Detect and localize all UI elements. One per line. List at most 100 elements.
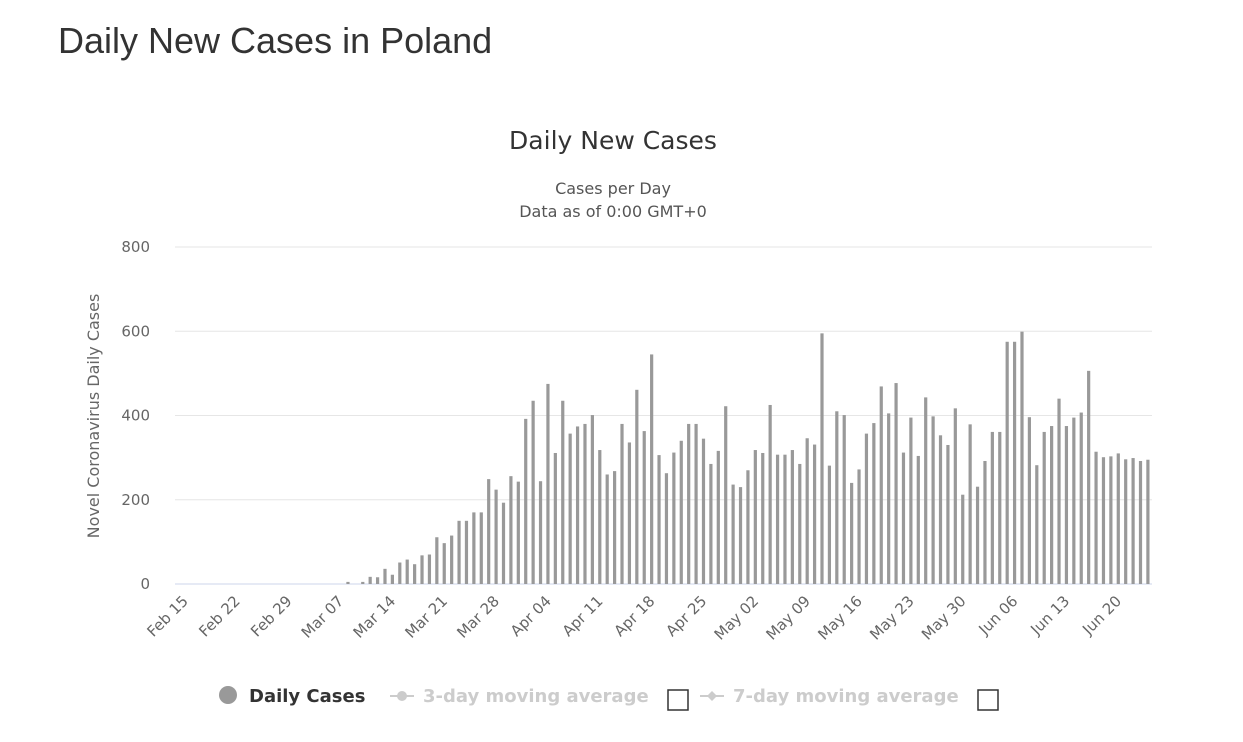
bar-apr-19[interactable] — [657, 455, 661, 584]
bar-mar-14[interactable] — [390, 574, 394, 584]
bar-jun-20[interactable] — [1116, 453, 1120, 584]
bar-apr-16[interactable] — [635, 389, 639, 584]
bar-may-27[interactable] — [938, 435, 943, 584]
bar-mar-15[interactable] — [398, 562, 402, 584]
bar-apr-22[interactable] — [679, 440, 683, 584]
bar-apr-27[interactable] — [716, 450, 720, 584]
bar-apr-06[interactable] — [561, 400, 565, 584]
bar-mar-13[interactable] — [383, 568, 387, 584]
bar-apr-07[interactable] — [568, 433, 572, 584]
bar-apr-30[interactable] — [738, 487, 743, 584]
bar-may-17[interactable] — [864, 433, 869, 584]
bar-jun-04[interactable] — [998, 431, 1002, 584]
bar-mar-20[interactable] — [435, 537, 439, 584]
bar-apr-04[interactable] — [546, 383, 550, 584]
bar-may-14[interactable] — [842, 415, 846, 584]
legend-item-daily-cases[interactable]: Daily Cases — [219, 686, 365, 707]
bar-may-08[interactable] — [798, 463, 802, 584]
bar-mar-16[interactable] — [405, 559, 409, 584]
bar-mar-19[interactable] — [427, 554, 432, 584]
bar-jun-05[interactable] — [1005, 341, 1009, 584]
bar-apr-25[interactable] — [701, 438, 706, 584]
bar-mar-30[interactable] — [509, 476, 513, 584]
bar-may-11[interactable] — [820, 333, 824, 584]
bar-apr-05[interactable] — [553, 452, 557, 584]
bar-mar-08[interactable] — [346, 581, 350, 584]
bar-may-20[interactable] — [887, 413, 891, 584]
bar-may-16[interactable] — [857, 469, 861, 584]
bar-mar-27[interactable] — [487, 479, 491, 584]
bar-may-19[interactable] — [879, 386, 883, 584]
bar-apr-02[interactable] — [531, 400, 535, 584]
bar-apr-24[interactable] — [694, 423, 698, 584]
bar-jun-23[interactable] — [1138, 460, 1143, 584]
bar-apr-01[interactable] — [524, 418, 528, 584]
bar-may-30[interactable] — [961, 494, 965, 584]
bar-apr-18[interactable] — [650, 354, 654, 584]
bar-apr-21[interactable] — [672, 452, 676, 584]
bar-jun-24[interactable] — [1146, 459, 1150, 584]
bar-jun-01[interactable] — [975, 486, 980, 584]
bar-mar-23[interactable] — [457, 520, 461, 584]
bar-jun-10[interactable] — [1042, 431, 1046, 584]
bar-mar-11[interactable] — [368, 576, 372, 584]
bar-jun-17[interactable] — [1094, 451, 1098, 584]
bar-mar-29[interactable] — [501, 502, 506, 584]
bar-may-18[interactable] — [872, 423, 876, 584]
bar-apr-17[interactable] — [642, 431, 646, 584]
bar-may-25[interactable] — [924, 397, 928, 584]
bar-jun-09[interactable] — [1035, 465, 1039, 584]
bar-may-31[interactable] — [968, 424, 972, 584]
bar-may-09[interactable] — [805, 438, 809, 584]
bar-apr-13[interactable] — [613, 471, 617, 584]
bar-may-13[interactable] — [835, 411, 839, 584]
bar-jun-13[interactable] — [1064, 426, 1069, 584]
bar-apr-14[interactable] — [620, 423, 624, 584]
bar-may-06[interactable] — [783, 454, 787, 584]
checkbox-7-day-average[interactable] — [977, 689, 999, 711]
bar-mar-18[interactable] — [420, 555, 424, 584]
bar-may-12[interactable] — [827, 465, 832, 584]
bar-may-05[interactable] — [775, 454, 780, 584]
bar-jun-07[interactable] — [1020, 331, 1024, 584]
bar-mar-28[interactable] — [494, 489, 498, 584]
bar-jun-19[interactable] — [1109, 456, 1113, 584]
legend-item-3-day-average[interactable]: 3-day moving average — [390, 686, 649, 707]
bar-apr-12[interactable] — [605, 474, 609, 584]
bar-apr-15[interactable] — [627, 442, 632, 584]
checkbox-3-day-average[interactable] — [667, 689, 689, 711]
bar-jun-12[interactable] — [1057, 398, 1061, 584]
bar-may-26[interactable] — [931, 416, 935, 584]
bar-jun-03[interactable] — [990, 431, 994, 584]
bar-mar-31[interactable] — [516, 481, 520, 584]
bar-apr-10[interactable] — [590, 415, 594, 584]
bar-mar-25[interactable] — [472, 512, 476, 584]
bar-apr-08[interactable] — [575, 426, 580, 584]
legend-item-7-day-average[interactable]: 7-day moving average — [700, 686, 959, 707]
bar-jun-16[interactable] — [1087, 370, 1091, 584]
bar-may-07[interactable] — [790, 450, 794, 584]
bar-apr-28[interactable] — [724, 406, 728, 584]
bar-mar-10[interactable] — [361, 581, 365, 584]
bar-jun-18[interactable] — [1101, 457, 1106, 584]
bar-may-29[interactable] — [953, 408, 957, 584]
bar-jun-08[interactable] — [1027, 417, 1031, 584]
bar-may-10[interactable] — [812, 444, 817, 584]
bar-may-15[interactable] — [850, 482, 854, 584]
bar-apr-23[interactable] — [687, 423, 691, 584]
bar-apr-20[interactable] — [664, 473, 669, 584]
bar-apr-11[interactable] — [598, 450, 602, 584]
bar-jun-15[interactable] — [1079, 412, 1083, 584]
bar-jun-11[interactable] — [1050, 426, 1054, 584]
bar-may-22[interactable] — [901, 452, 906, 584]
bar-may-28[interactable] — [946, 444, 950, 584]
bar-apr-09[interactable] — [583, 423, 587, 584]
bar-jun-22[interactable] — [1131, 458, 1135, 584]
bar-apr-03[interactable] — [538, 481, 543, 584]
bar-mar-24[interactable] — [464, 520, 469, 584]
bar-mar-17[interactable] — [413, 564, 417, 584]
bar-jun-14[interactable] — [1072, 417, 1076, 584]
bar-may-04[interactable] — [768, 404, 772, 584]
bar-apr-29[interactable] — [731, 484, 735, 584]
bar-may-01[interactable] — [746, 470, 750, 584]
